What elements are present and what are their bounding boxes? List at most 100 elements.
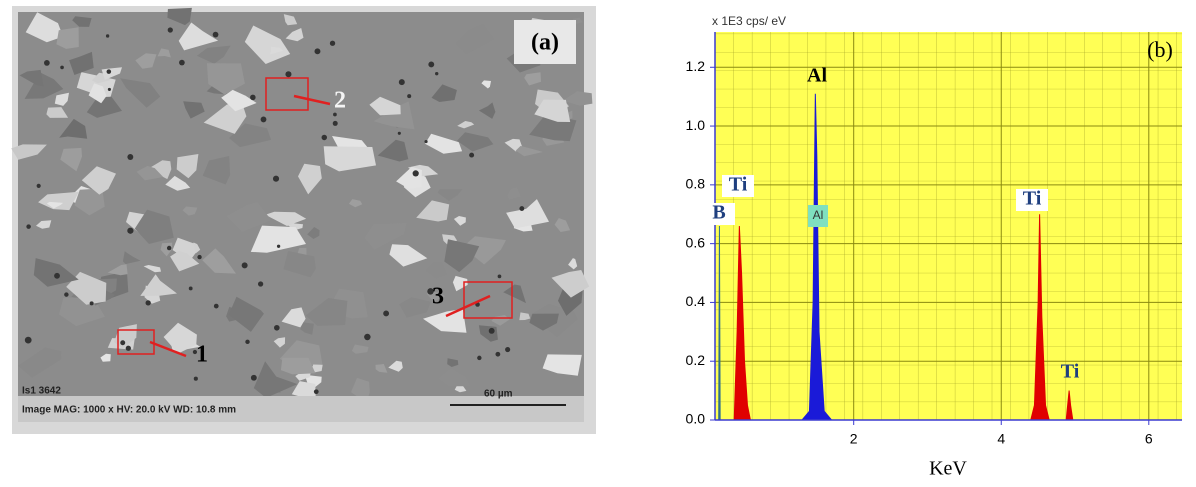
grain <box>206 63 245 95</box>
grain <box>568 258 578 270</box>
grain <box>135 53 157 69</box>
grain <box>147 160 172 180</box>
pore <box>213 303 219 309</box>
grain <box>228 296 264 332</box>
grain <box>250 225 306 253</box>
y-tick-label: 1.0 <box>686 117 706 133</box>
grain <box>431 84 457 102</box>
pore <box>313 389 319 395</box>
pore <box>412 170 419 177</box>
pore <box>397 131 401 135</box>
grain <box>157 48 171 58</box>
panel-label: (b) <box>1147 37 1173 62</box>
marker-label: 1 <box>196 342 208 368</box>
grain <box>503 284 526 304</box>
grain <box>56 27 79 49</box>
arrow <box>293 94 331 106</box>
grain <box>36 220 52 229</box>
image-info: Image MAG: 1000 x HV: 20.0 kV WD: 10.8 m… <box>22 405 236 416</box>
pore <box>197 254 202 260</box>
grain <box>534 99 571 122</box>
pore <box>250 374 257 381</box>
grain <box>288 223 303 231</box>
grain <box>19 69 44 87</box>
pore <box>179 59 185 66</box>
pore <box>435 71 439 76</box>
pore <box>285 71 292 78</box>
grain <box>170 250 200 272</box>
pore <box>167 27 173 33</box>
panel-label: (a) <box>531 30 559 56</box>
pore <box>398 79 405 86</box>
minor-grid <box>715 32 1182 420</box>
pore <box>469 152 475 158</box>
grain <box>444 239 480 273</box>
pore <box>44 60 50 66</box>
grain <box>377 139 409 162</box>
pore <box>166 245 172 251</box>
pore <box>89 301 94 306</box>
pore <box>212 31 219 38</box>
peak-label: Ti <box>1023 188 1042 210</box>
peak-label: Ti <box>729 174 748 196</box>
grain <box>176 154 199 179</box>
grain <box>178 22 219 51</box>
grain <box>196 45 231 64</box>
grain <box>167 7 192 26</box>
grain <box>226 202 272 232</box>
sem-panel: (a) 1 2 3 Is1 3642 Image MAG: 1000 x HV:… <box>11 6 596 434</box>
pore <box>407 94 412 99</box>
spectrum-peak <box>733 225 752 421</box>
pore <box>276 244 281 248</box>
grain <box>304 374 322 387</box>
arrow <box>445 294 491 318</box>
peak-label: Al <box>813 208 824 222</box>
grain <box>507 187 521 200</box>
pore <box>383 310 390 317</box>
grain <box>554 218 571 232</box>
grain <box>457 132 494 152</box>
grain <box>143 265 161 273</box>
grain <box>269 46 283 55</box>
grain <box>375 364 388 373</box>
spectrum-peak <box>1030 214 1050 421</box>
grain <box>364 223 407 250</box>
pore <box>192 349 198 355</box>
arrow <box>149 340 187 358</box>
grain <box>182 206 198 216</box>
x-tick-label: 4 <box>997 431 1005 447</box>
grain <box>399 297 431 318</box>
grain <box>281 307 306 328</box>
annotation-bg <box>722 175 754 197</box>
grain <box>504 138 523 152</box>
grain <box>285 28 304 42</box>
grain <box>478 102 496 119</box>
grain <box>134 209 174 244</box>
grain <box>46 107 69 118</box>
grain <box>291 381 316 399</box>
grain <box>562 91 593 106</box>
pore <box>274 324 280 331</box>
grain <box>273 337 286 348</box>
grain <box>503 174 520 183</box>
y-tick-label: 0.0 <box>686 411 706 427</box>
grains <box>11 7 593 404</box>
region-box <box>463 281 513 319</box>
pore <box>321 134 327 141</box>
grain <box>300 322 314 335</box>
grain <box>453 216 466 226</box>
grain <box>529 313 559 331</box>
pore <box>519 206 525 212</box>
grain <box>265 211 307 226</box>
annotation-bg <box>703 203 735 225</box>
region-box <box>117 329 155 355</box>
grain <box>59 118 88 139</box>
grain <box>437 189 463 201</box>
grain <box>298 163 322 195</box>
grain <box>72 16 92 27</box>
grain <box>183 101 205 119</box>
marker-label: 2 <box>334 88 346 114</box>
y-tick-label: 0.6 <box>686 234 706 250</box>
grain <box>515 145 543 157</box>
pore <box>106 69 112 74</box>
